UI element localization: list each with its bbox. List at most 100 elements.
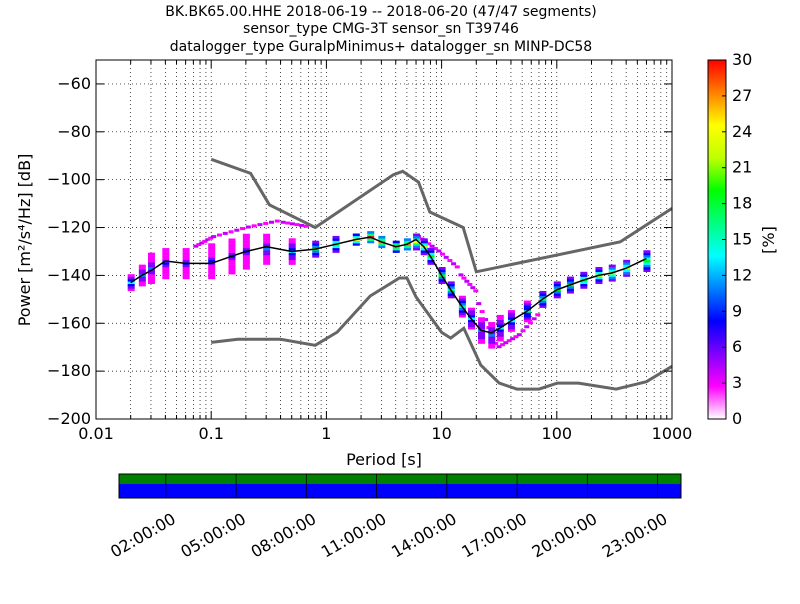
pdf-cell (488, 341, 496, 344)
pdf-cell (182, 252, 190, 256)
outlier-cell (208, 236, 214, 240)
pdf-cell (208, 255, 216, 258)
pdf-cell (507, 314, 515, 318)
timeline-top-band (119, 474, 681, 484)
pdf-cell (608, 274, 616, 277)
pdf-cell (488, 322, 496, 325)
outlier-cell (483, 318, 489, 322)
pdf-cell (147, 276, 155, 280)
pdf-cell (507, 317, 515, 320)
pdf-cell (488, 343, 496, 347)
pdf-cell (263, 262, 271, 265)
pdf-cell (523, 314, 531, 318)
pdf-cell (595, 267, 603, 270)
pdf-cell (566, 276, 574, 280)
y-tick-label: −120 (47, 218, 91, 237)
pdf-cell (208, 276, 216, 280)
outlier-cell (499, 343, 505, 347)
pdf-cell (447, 290, 455, 294)
pdf-cell (208, 252, 216, 256)
pdf-cell (478, 331, 486, 335)
x-axis-ticks: 0.01 0.1 1 10 100 1000 (78, 60, 692, 443)
colorbar-label: [%] (759, 226, 778, 254)
pdf-cell (488, 329, 496, 332)
pdf-cell (228, 257, 236, 261)
outlier-cell (199, 241, 205, 245)
pdf-cell (496, 336, 504, 340)
outlier-cell (464, 279, 470, 283)
pdf-cell (228, 267, 236, 270)
colorbar-tick-label: 6 (732, 337, 742, 356)
pdf-cell (208, 264, 216, 268)
pdf-cell (595, 276, 603, 280)
outlier-cell (436, 249, 442, 253)
outlier-cell (470, 286, 476, 290)
outlier-cell (451, 262, 457, 266)
pdf-cell (427, 252, 435, 256)
outlier-cell (524, 325, 530, 329)
outlier-cell (426, 242, 432, 246)
pdf-cell (242, 243, 250, 246)
timeline-frame (118, 473, 682, 499)
outlier-cell (531, 317, 537, 321)
pdf-cell (182, 278, 190, 282)
pdf-cell (488, 336, 496, 340)
outlier-cell (245, 225, 251, 229)
timeline-tick-label: 20:00:00 (529, 509, 601, 561)
timeline-tick-label: 14:00:00 (388, 509, 460, 561)
pdf-cell (413, 235, 421, 239)
pdf-cell (478, 338, 486, 342)
pdf-cell (623, 274, 631, 277)
pdf-cell (208, 278, 216, 282)
pdf-cell (263, 231, 271, 234)
pdf-cell (138, 267, 146, 270)
timeline-tick-label: 23:00:00 (599, 509, 671, 561)
pdf-cell (182, 267, 190, 270)
y-tick-label: −100 (47, 170, 91, 189)
pdf-cell (228, 235, 236, 239)
pdf-cell (427, 247, 435, 251)
pdf-cell (566, 290, 574, 294)
pdf-cell (413, 245, 421, 249)
pdf-cell (392, 247, 400, 251)
pdf-cell (488, 334, 496, 337)
outlier-cell (496, 345, 502, 349)
pdf-cell (403, 247, 411, 251)
title-line-1: BK.BK65.00.HHE 2018-06-19 -- 2018-06-20 … (165, 4, 597, 20)
pdf-cell (208, 250, 216, 253)
pdf-cell (438, 281, 446, 284)
pdf-cell (263, 233, 271, 237)
pdf-cell (507, 322, 515, 325)
pdf-cell (458, 302, 466, 306)
pdf-cell (127, 278, 135, 282)
pdf-cell (162, 264, 170, 268)
pdf-cell (312, 255, 320, 258)
pdf-cell (288, 257, 296, 261)
pdf-cell (242, 245, 250, 249)
pdf-cell (420, 250, 428, 253)
pdf-cell (427, 262, 435, 265)
pdf-cell (420, 252, 428, 256)
pdf-cell (228, 269, 236, 273)
pdf-cell (623, 264, 631, 268)
pdf-cell (208, 245, 216, 249)
pdf-cell (496, 317, 504, 320)
pdf-cell (496, 324, 504, 328)
pdf-cell (228, 252, 236, 256)
pdf-cell (288, 247, 296, 251)
outlier-cell (196, 243, 202, 247)
outlier-cell (447, 259, 453, 263)
outlier-cell (520, 329, 526, 333)
pdf-cell (539, 300, 547, 304)
pdf-cell (263, 252, 271, 256)
pdf-cell (352, 243, 360, 246)
pdf-cell (488, 338, 496, 342)
colorbar-tick-label: 3 (732, 373, 742, 392)
pdf-cell (147, 252, 155, 256)
outlier-cell (285, 221, 291, 225)
colorbar-tick-label: 15 (732, 230, 752, 249)
pdf-cell (182, 257, 190, 261)
pdf-cell (447, 286, 455, 289)
x-tick-label: 1000 (652, 424, 693, 443)
